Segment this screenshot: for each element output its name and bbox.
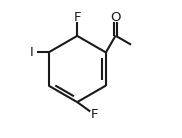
Text: F: F (74, 11, 81, 24)
Text: F: F (91, 108, 98, 121)
Text: O: O (110, 11, 121, 24)
Text: I: I (29, 46, 33, 59)
